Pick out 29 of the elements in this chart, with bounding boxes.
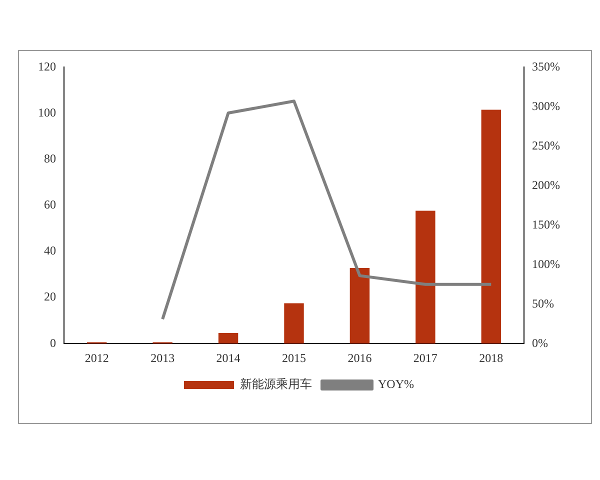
y-tick-label: 80	[44, 151, 56, 166]
x-tick-label: 2018	[479, 350, 504, 365]
legend-label: YOY%	[378, 377, 414, 392]
y2-tick-label: 0%	[532, 336, 548, 350]
y2-tick-label: 100%	[532, 256, 560, 271]
x-tick-label: 2014	[216, 350, 240, 365]
x-tick-label: 2016	[348, 350, 372, 365]
y-tick-label: 60	[44, 198, 56, 212]
y2-tick-label: 200%	[532, 178, 560, 192]
y-tick-label: 40	[44, 244, 56, 258]
bar	[218, 333, 238, 344]
x-tick-label: 2013	[150, 350, 175, 365]
y-tick-label: 20	[44, 290, 56, 304]
y2-tick-label: 250%	[532, 138, 560, 152]
y-tick-label: 120	[38, 59, 56, 74]
y2-tick-label: 50%	[532, 296, 554, 310]
y-tick-label: 0	[50, 336, 56, 350]
x-tick-label: 2012	[84, 350, 109, 365]
x-tick-label: 2015	[282, 350, 306, 365]
legend-label: 新能源乘用车	[240, 377, 312, 392]
y2-tick-label: 350%	[532, 59, 560, 74]
y2-tick-label: 300%	[532, 98, 560, 113]
x-tick-label: 2017	[413, 350, 438, 365]
bar	[284, 303, 304, 344]
bar	[350, 268, 370, 344]
y2-tick-label: 150%	[532, 217, 560, 232]
bar	[481, 110, 502, 344]
bar	[416, 210, 436, 344]
y-tick-label: 100	[38, 105, 56, 120]
